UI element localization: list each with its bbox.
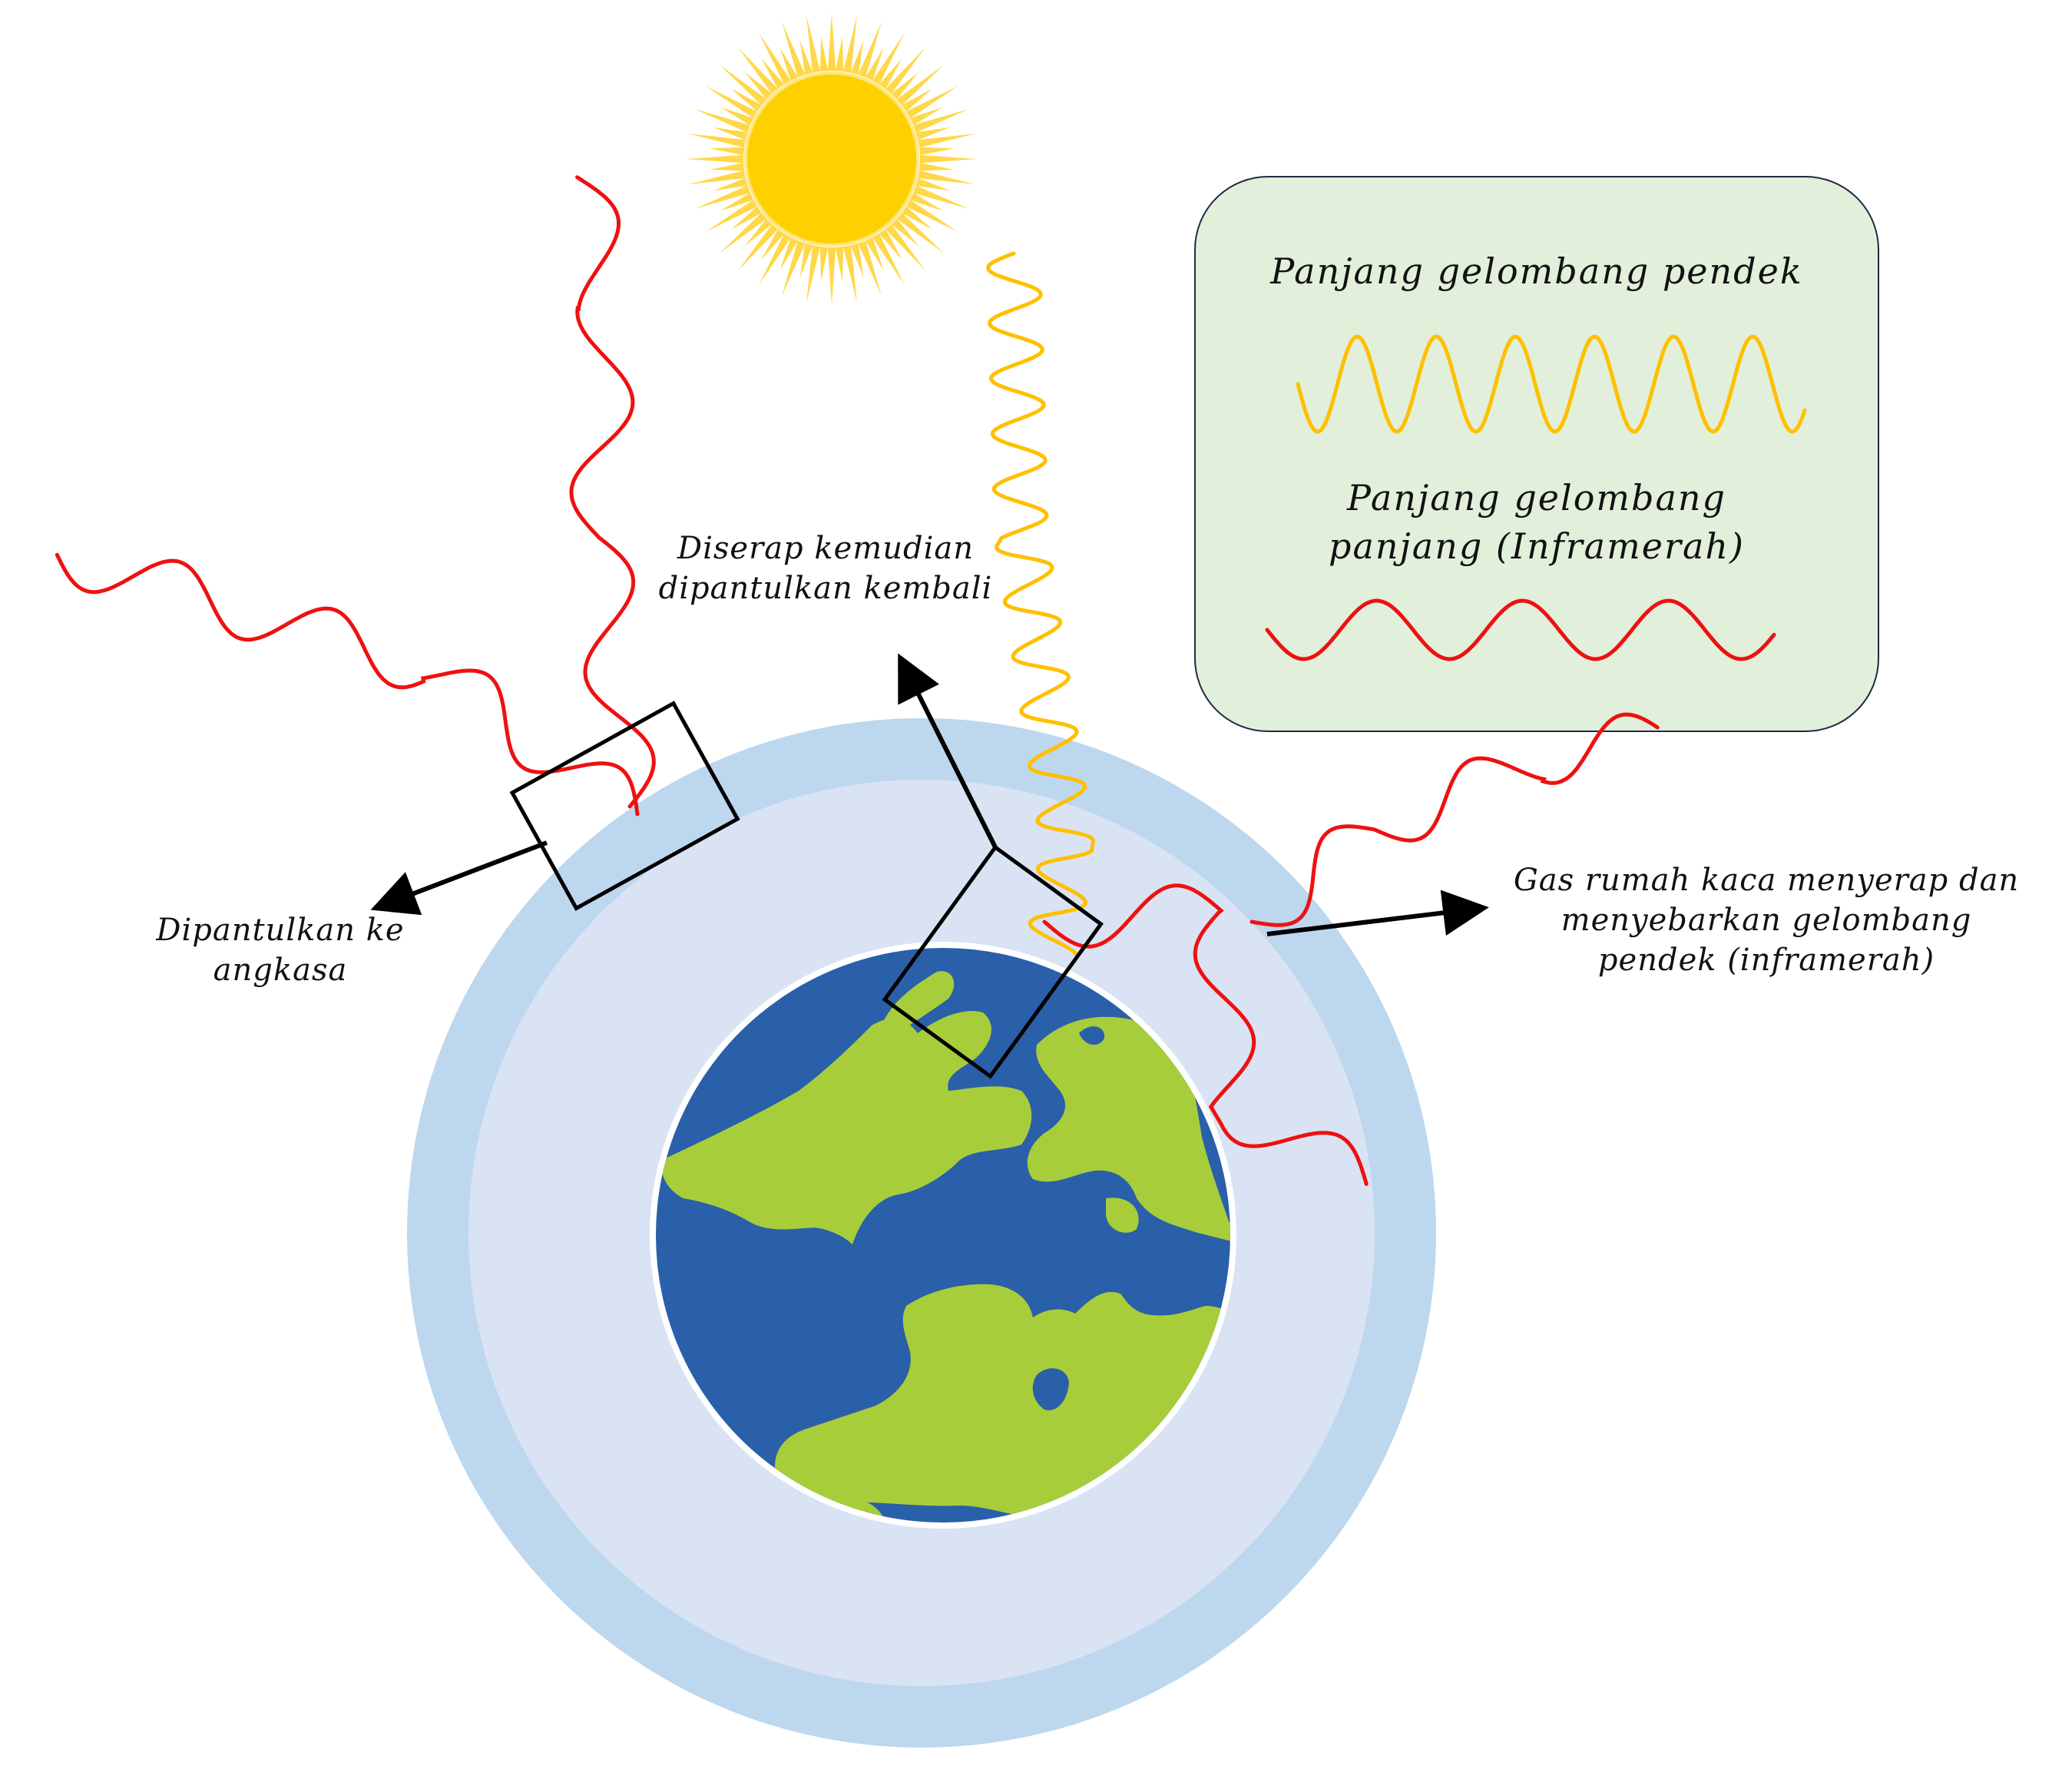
sun-ray (850, 40, 864, 75)
sun-ray (902, 88, 933, 112)
sun-ray (761, 229, 785, 260)
greenhouse-label: Gas rumah kaca menyerap dan menyebarkan … (1513, 863, 2020, 978)
sun-ray (918, 170, 976, 184)
sun-ray (744, 71, 773, 100)
sun-ray (709, 162, 744, 171)
sun-ray (761, 58, 785, 89)
reflected-arrow (370, 840, 548, 916)
sun-ray (687, 134, 746, 148)
sun-ray (737, 224, 779, 271)
sun-ray (865, 48, 884, 81)
sun-ray (842, 15, 857, 73)
sun-ray (782, 240, 806, 297)
sun-ray (891, 218, 919, 247)
sun-ray (913, 109, 969, 133)
sun-ray (896, 212, 944, 253)
sun-ray (905, 86, 958, 118)
sun-ray (835, 247, 844, 282)
sun-ray (913, 185, 969, 209)
sun-ray (865, 237, 884, 270)
sun-ray (782, 22, 806, 78)
legend-panel (1194, 176, 1879, 732)
sun-ray (694, 109, 750, 133)
sun-ray (687, 170, 746, 184)
earth-globe-icon (650, 942, 1236, 1529)
sun-ray (720, 65, 767, 106)
sun-ray (686, 154, 744, 164)
sun-ray (872, 32, 905, 85)
absorption-zone-box (882, 844, 1104, 1079)
earth-emitted-infrared-ray (1042, 883, 1369, 1186)
sun-ray (915, 127, 951, 141)
absorbed-label: Diserap kemudian dipantulkan kembali (658, 531, 993, 606)
sun-ray (891, 71, 919, 100)
legend-long-wave-label: Panjang gelombang panjang (Inframerah) (1329, 477, 1745, 567)
sun-ray (720, 192, 754, 211)
sun-ray (842, 245, 857, 303)
sun-ray (885, 47, 926, 94)
sun-ray (694, 185, 750, 209)
sun-ray (705, 200, 758, 232)
sun-ray (902, 206, 933, 230)
sun-ray (709, 147, 744, 156)
sun-ray (720, 107, 754, 126)
sun-ray (799, 243, 813, 278)
sun-ray (779, 48, 799, 81)
sun-ray (799, 40, 813, 75)
sun-ray (858, 240, 882, 297)
legend-long-wave (1265, 598, 1776, 661)
sun-rays (686, 13, 978, 305)
incoming-shortwave-ray (985, 251, 1096, 959)
sun-ray (896, 65, 944, 106)
sun-ray (915, 177, 951, 191)
greenhouse-scattered-infrared-ray (1249, 712, 1660, 927)
sun-ray (835, 36, 844, 71)
sun-ray (713, 177, 748, 191)
sun-ray (919, 147, 955, 156)
sun-ray (872, 233, 905, 286)
sun-ray (918, 134, 976, 148)
sun-ray (806, 245, 821, 303)
sun-icon (744, 71, 919, 247)
sun-ray (909, 192, 943, 211)
sun-ray (779, 237, 799, 270)
sun-ray (759, 32, 791, 85)
sun-ray (827, 247, 836, 305)
sun-ray (905, 200, 958, 232)
greenhouse-arrow (1266, 890, 1489, 936)
legend-short-wave-label: Panjang gelombang pendek (1270, 250, 1803, 292)
sun-ray (879, 58, 902, 89)
sun-ray (705, 86, 758, 118)
sun-ray (744, 218, 773, 247)
sun-ray (919, 154, 978, 164)
sun-ray (730, 88, 762, 112)
absorbed-arrow (898, 653, 998, 849)
sun-ray (737, 47, 779, 94)
sun-ray (713, 127, 748, 141)
sun-ray (879, 229, 902, 260)
sun-ray (730, 206, 762, 230)
sun-ray (919, 162, 955, 171)
sun-ray (806, 15, 821, 73)
reflected-label: Dipantulkan ke angkasa (156, 913, 405, 988)
sun-ray (819, 247, 829, 282)
sun-ray (850, 243, 864, 278)
sun-ray (759, 233, 791, 286)
reflection-zone-box (509, 701, 740, 911)
reflected-infrared-ray-diagonal (55, 552, 640, 817)
sun-ray (720, 212, 767, 253)
sun-ray (827, 13, 836, 71)
sun-ray (858, 22, 882, 78)
sun-ray (819, 36, 829, 71)
sun-ray (909, 107, 943, 126)
sun-ray (885, 224, 926, 271)
reflected-infrared-ray-vertical (569, 175, 656, 809)
legend-short-wave (1296, 334, 1807, 434)
